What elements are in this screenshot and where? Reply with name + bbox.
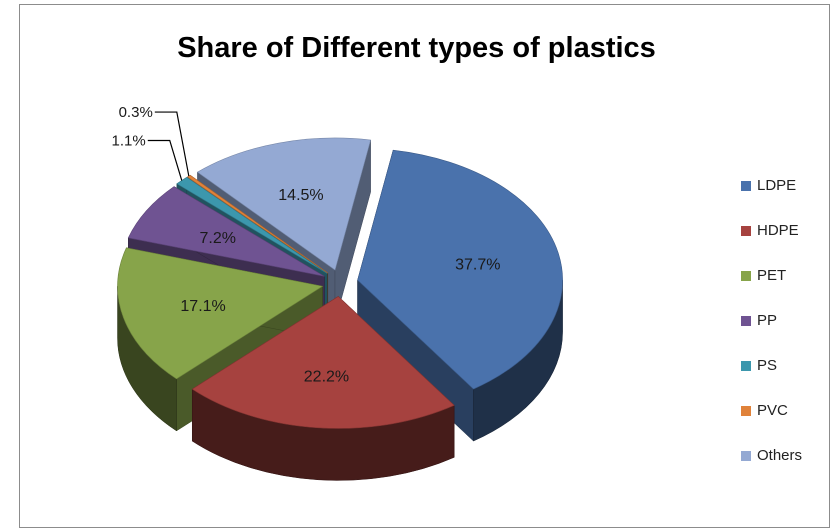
legend-label: PVC bbox=[757, 402, 788, 419]
data-label-hdpe: 22.2% bbox=[304, 368, 349, 385]
pie-slice-others bbox=[196, 137, 371, 271]
pie-slice-pet bbox=[117, 247, 324, 380]
legend-item-ps: PS bbox=[741, 343, 831, 388]
chart-legend: LDPE HDPE PET PP PS PVC Others bbox=[741, 163, 831, 478]
legend-item-others: Others bbox=[741, 433, 831, 478]
legend-swatch bbox=[741, 360, 751, 371]
legend-label: PET bbox=[757, 267, 787, 284]
data-label-ldpe: 37.7% bbox=[455, 256, 500, 273]
legend-item-pet: PET bbox=[741, 253, 831, 298]
slice-labels: 37.7% 22.2% 17.1% 7.2% 1.1% 0.3% 14.5% bbox=[112, 104, 501, 385]
legend-label: PS bbox=[757, 357, 778, 374]
pie-slice-ldpe bbox=[357, 149, 563, 390]
legend-swatch bbox=[741, 180, 751, 191]
legend-label: HDPE bbox=[757, 222, 799, 239]
pie-slice-hdpe bbox=[191, 296, 455, 429]
legend-swatch bbox=[741, 315, 751, 326]
slice-tops bbox=[117, 137, 563, 429]
data-label-pp: 7.2% bbox=[199, 230, 235, 247]
legend-swatch bbox=[741, 225, 751, 236]
pie-slice-pvc bbox=[186, 174, 328, 274]
pie-slice-pp bbox=[127, 186, 325, 277]
legend-swatch bbox=[741, 270, 751, 281]
leader-line-ps bbox=[147, 139, 183, 181]
legend-item-hdpe: HDPE bbox=[741, 208, 831, 253]
legend-label: PP bbox=[757, 312, 778, 329]
legend-swatch bbox=[741, 405, 751, 416]
data-label-pvc: 0.3% bbox=[119, 104, 153, 121]
legend-item-pvc: PVC bbox=[741, 388, 831, 433]
pie-slice-ps bbox=[176, 176, 328, 274]
legend-item-ldpe: LDPE bbox=[741, 163, 831, 208]
chart-title: Share of Different types of plastics bbox=[177, 32, 656, 64]
legend-item-pp: PP bbox=[741, 298, 831, 343]
data-label-others: 14.5% bbox=[278, 187, 323, 204]
legend-label: Others bbox=[757, 447, 803, 464]
leader-line-pvc bbox=[154, 111, 190, 177]
data-label-ps: 1.1% bbox=[112, 132, 146, 149]
legend-swatch bbox=[741, 450, 751, 461]
data-label-pet: 17.1% bbox=[180, 298, 225, 315]
legend-label: LDPE bbox=[757, 177, 797, 194]
